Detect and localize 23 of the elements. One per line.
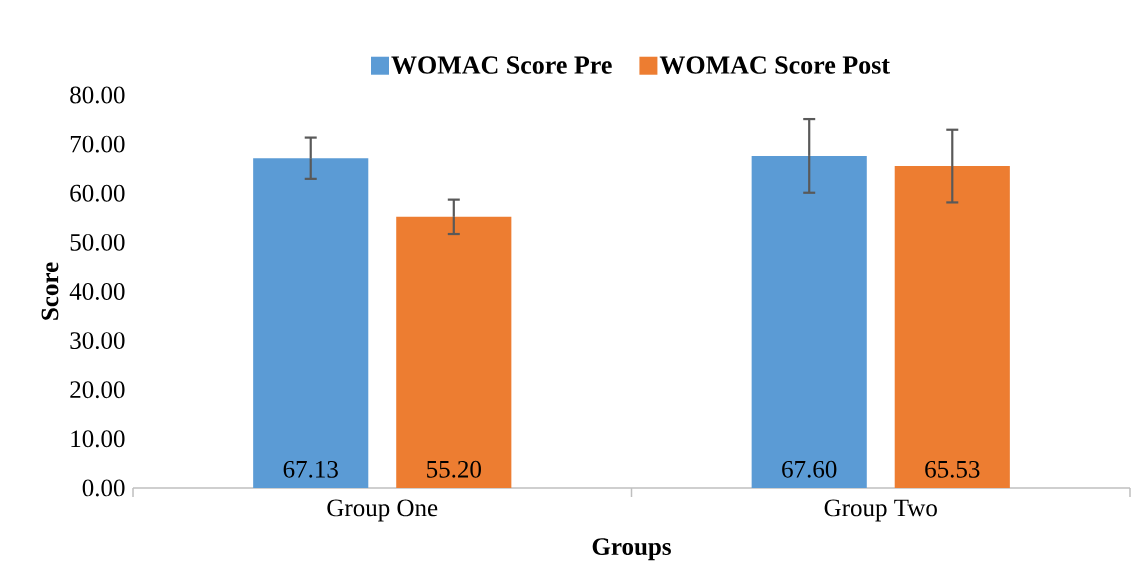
data-label: 55.20 <box>427 460 481 478</box>
y-tick-label: 0.00 <box>82 479 125 497</box>
y-tick-label: 30.00 <box>70 332 125 350</box>
bar <box>751 155 867 488</box>
y-axis-title: Score <box>41 262 59 320</box>
x-tick-label: Group Two <box>824 499 937 522</box>
data-label: 67.13 <box>283 460 338 478</box>
x-tick-label: Group One <box>327 499 438 522</box>
legend-label: WOMAC Score Post <box>659 56 890 74</box>
data-label: 65.53 <box>925 460 980 478</box>
y-tick-label: 50.00 <box>70 233 125 251</box>
bar <box>396 216 512 488</box>
y-tick-label: 20.00 <box>70 381 125 399</box>
y-tick-label: 80.00 <box>70 86 125 104</box>
legend-label: WOMAC Score Pre <box>391 56 612 74</box>
y-tick-label: 40.00 <box>69 283 125 300</box>
y-tick-label: 70.00 <box>70 135 125 153</box>
bar <box>894 166 1010 488</box>
data-label: 67.60 <box>782 460 837 478</box>
y-tick-label: 10.00 <box>71 430 125 448</box>
bar <box>253 158 369 488</box>
y-tick-label: 60.00 <box>70 184 125 202</box>
x-axis-title: Groups <box>592 538 671 561</box>
